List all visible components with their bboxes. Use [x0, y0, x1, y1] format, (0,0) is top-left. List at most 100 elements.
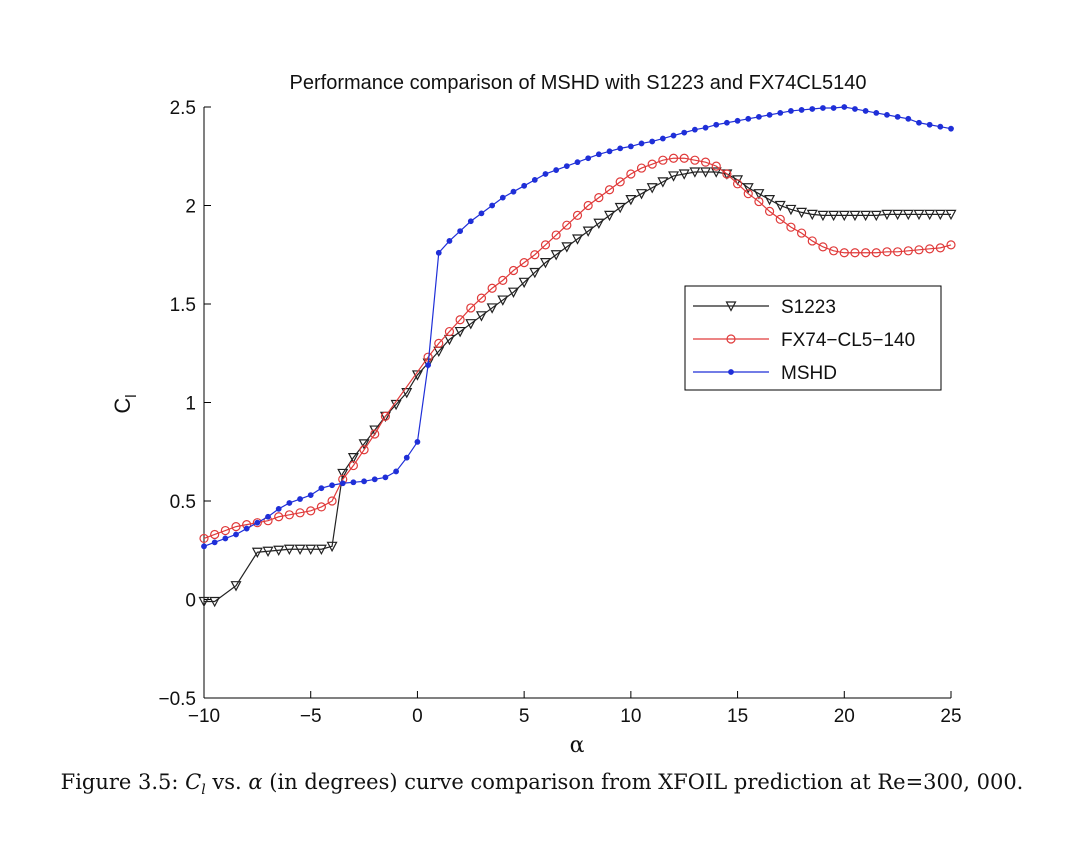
data-point	[508, 265, 519, 276]
data-point	[668, 153, 679, 163]
data-point	[507, 287, 519, 298]
data-point	[295, 508, 305, 518]
data-point	[850, 248, 860, 258]
data-point	[829, 246, 839, 256]
data-point	[489, 202, 496, 209]
data-point	[550, 250, 562, 261]
data-point	[486, 303, 498, 314]
data-point	[884, 111, 890, 118]
data-point	[254, 519, 261, 526]
data-point	[305, 544, 317, 556]
data-point	[358, 439, 370, 450]
legend: S1223 FX74−CL5−140 MSHD	[684, 285, 942, 391]
data-point	[414, 438, 421, 445]
data-point	[871, 248, 881, 258]
data-point	[467, 218, 474, 225]
data-point	[766, 111, 773, 118]
series-2	[201, 104, 954, 550]
data-point	[870, 210, 882, 222]
data-point	[881, 209, 893, 221]
data-point	[820, 105, 826, 111]
data-point	[916, 119, 922, 126]
x-tick-label: 0	[412, 706, 423, 727]
data-point	[542, 171, 549, 177]
data-point	[382, 474, 389, 481]
data-point	[359, 445, 369, 455]
data-point	[286, 500, 293, 506]
data-point	[638, 140, 645, 147]
data-point	[551, 230, 561, 240]
data-point	[487, 283, 497, 293]
y-tick-label: 1.5	[170, 295, 196, 316]
data-point	[275, 505, 282, 512]
data-point	[649, 138, 656, 145]
data-point	[465, 319, 477, 330]
data-point	[926, 121, 933, 128]
data-point	[775, 214, 785, 224]
data-point	[327, 496, 337, 506]
data-point	[478, 210, 485, 217]
caption-prefix: Figure 3.5:	[60, 770, 186, 794]
data-point	[529, 267, 541, 279]
data-point	[830, 105, 837, 111]
data-point	[446, 238, 453, 244]
data-point	[614, 202, 626, 214]
data-point	[337, 468, 349, 480]
data-point	[518, 277, 530, 289]
data-point	[380, 411, 391, 421]
data-point	[530, 250, 540, 260]
data-point	[476, 293, 487, 303]
data-point	[582, 226, 594, 237]
data-point	[839, 248, 849, 258]
data-point	[852, 106, 858, 112]
data-point	[401, 388, 413, 399]
data-point	[710, 167, 722, 178]
data-point	[913, 209, 925, 221]
data-point	[339, 480, 346, 487]
data-point	[519, 258, 529, 268]
data-point	[679, 153, 689, 163]
data-point	[306, 506, 316, 516]
data-point	[348, 460, 358, 471]
data-point	[540, 240, 551, 250]
data-point	[946, 240, 956, 250]
data-point	[860, 210, 872, 222]
data-point	[251, 547, 263, 559]
data-point	[499, 194, 506, 201]
data-point	[914, 245, 924, 255]
data-point	[585, 155, 592, 162]
data-point	[455, 315, 465, 325]
data-point	[862, 108, 869, 114]
x-tick-label: 25	[940, 706, 961, 727]
data-point	[809, 106, 816, 112]
data-point	[678, 169, 690, 180]
data-point	[457, 228, 464, 235]
data-point	[209, 596, 221, 608]
data-point	[347, 453, 359, 464]
data-point	[657, 177, 669, 188]
data-point	[724, 119, 730, 126]
y-tick-label: 0.5	[170, 492, 196, 513]
data-point	[539, 258, 551, 269]
legend-label: FX74−CL5−140	[781, 330, 915, 351]
data-point	[948, 125, 954, 132]
x-tick-label: 15	[727, 706, 748, 727]
data-point	[626, 169, 636, 179]
data-point	[935, 243, 945, 253]
chart-title: Performance comparison of MSHD with S122…	[290, 72, 867, 94]
data-point	[262, 546, 274, 558]
data-point	[297, 496, 303, 502]
legend-marker	[726, 334, 736, 344]
data-point	[689, 167, 701, 178]
data-point	[659, 135, 666, 142]
data-point	[700, 157, 711, 167]
data-point	[817, 210, 829, 222]
data-point	[563, 163, 570, 169]
data-point	[945, 209, 957, 221]
data-point	[658, 155, 668, 165]
data-point	[905, 115, 912, 122]
data-point	[572, 210, 583, 220]
data-point	[742, 183, 754, 194]
data-point	[316, 502, 326, 512]
data-point	[756, 113, 762, 120]
